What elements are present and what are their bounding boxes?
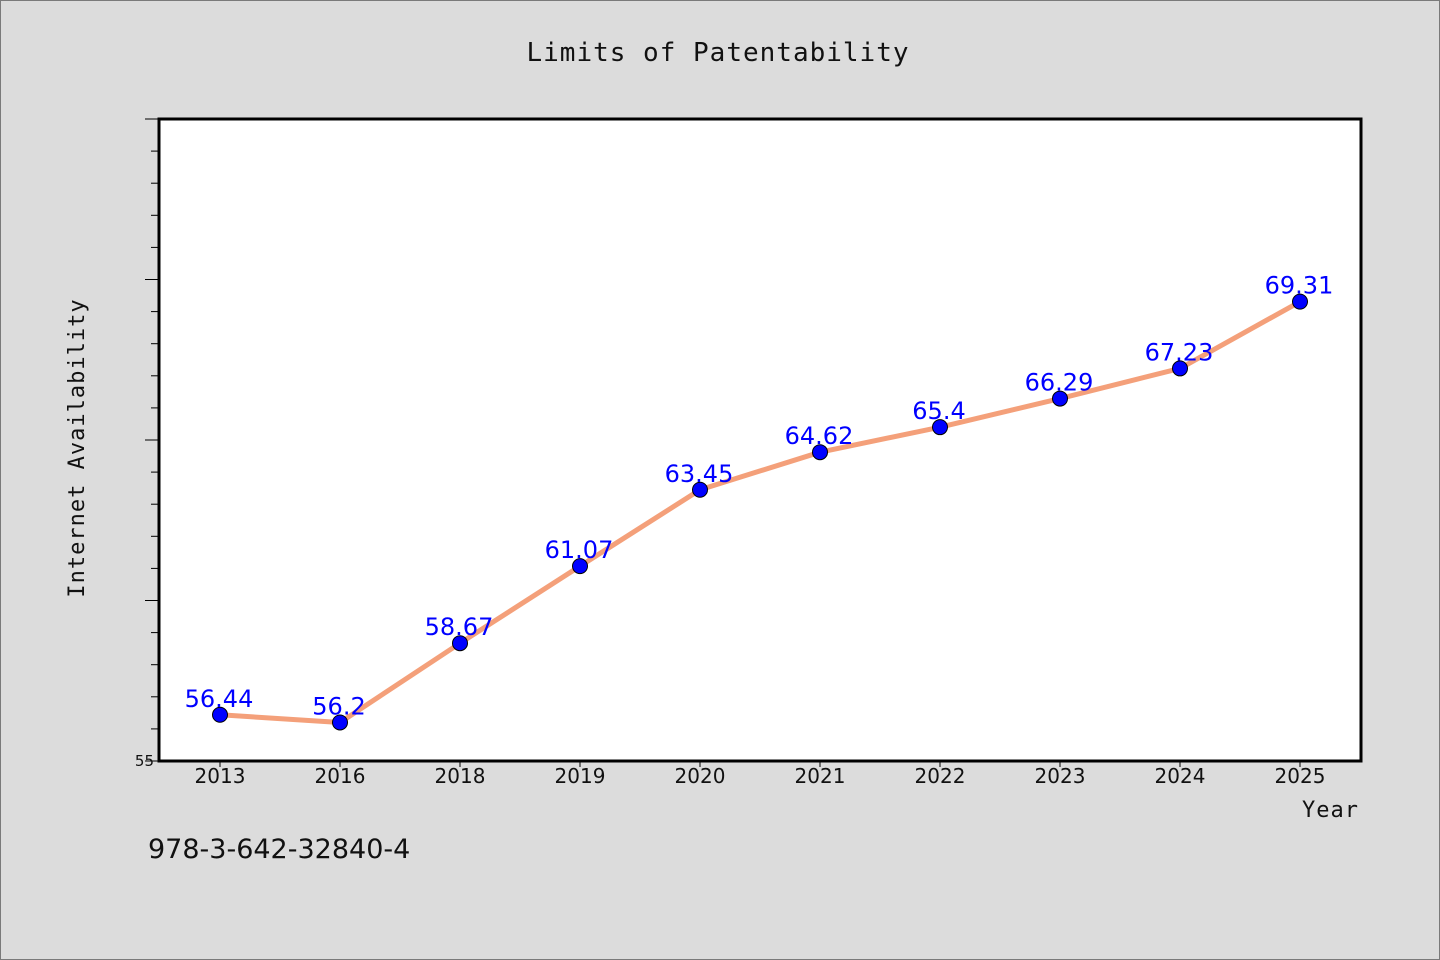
data-label: 63.45	[665, 460, 734, 488]
x-tick-label: 2016	[315, 764, 366, 788]
data-point	[1292, 293, 1308, 310]
plot-area	[157, 117, 1363, 763]
x-tick-label: 2021	[795, 764, 846, 788]
data-point	[572, 558, 588, 575]
x-tick-label: 2024	[1155, 764, 1206, 788]
y-tick-label: 55	[135, 752, 154, 770]
data-point	[1052, 390, 1068, 407]
data-label: 56.2	[312, 692, 365, 720]
isbn-text: 978-3-642-32840-4	[148, 834, 411, 865]
x-tick-label: 2013	[195, 764, 246, 788]
x-tick-label: 2019	[555, 764, 606, 788]
series-line	[217, 299, 1303, 725]
data-point	[452, 635, 468, 652]
data-label: 67.23	[1145, 338, 1214, 366]
chart-title: Limits of Patentability	[526, 38, 909, 68]
data-point	[1172, 360, 1188, 377]
data-point	[332, 714, 348, 731]
data-label: 56.44	[185, 685, 254, 713]
x-tick-label: 2020	[675, 764, 726, 788]
data-label: 65.4	[912, 397, 965, 425]
x-tick-label: 2018	[435, 764, 486, 788]
data-label: 61.07	[545, 536, 614, 564]
data-point	[692, 481, 708, 498]
y-axis-ticks: 55	[135, 118, 159, 770]
data-point	[932, 419, 948, 436]
data-label: 58.67	[425, 613, 494, 641]
x-tick-label: 2025	[1275, 764, 1326, 788]
data-point	[812, 444, 828, 461]
x-axis-ticks: 2013 2016 2018 2019 2020 2021 2022 2023 2024 2025	[195, 761, 1326, 788]
x-tick-label: 2023	[1035, 764, 1086, 788]
y-axis-label: Internet Availability	[65, 298, 90, 597]
data-point	[212, 706, 228, 723]
data-label: 64.62	[785, 422, 854, 450]
data-label: 69.31	[1265, 272, 1334, 300]
data-label: 66.29	[1025, 369, 1094, 397]
x-tick-label: 2022	[915, 764, 966, 788]
x-axis-label: Year	[1302, 798, 1359, 823]
series-group: 56.44 56.2 58.67 61.07 63.45 64.62 65.4 66.29 67…	[185, 272, 1334, 731]
